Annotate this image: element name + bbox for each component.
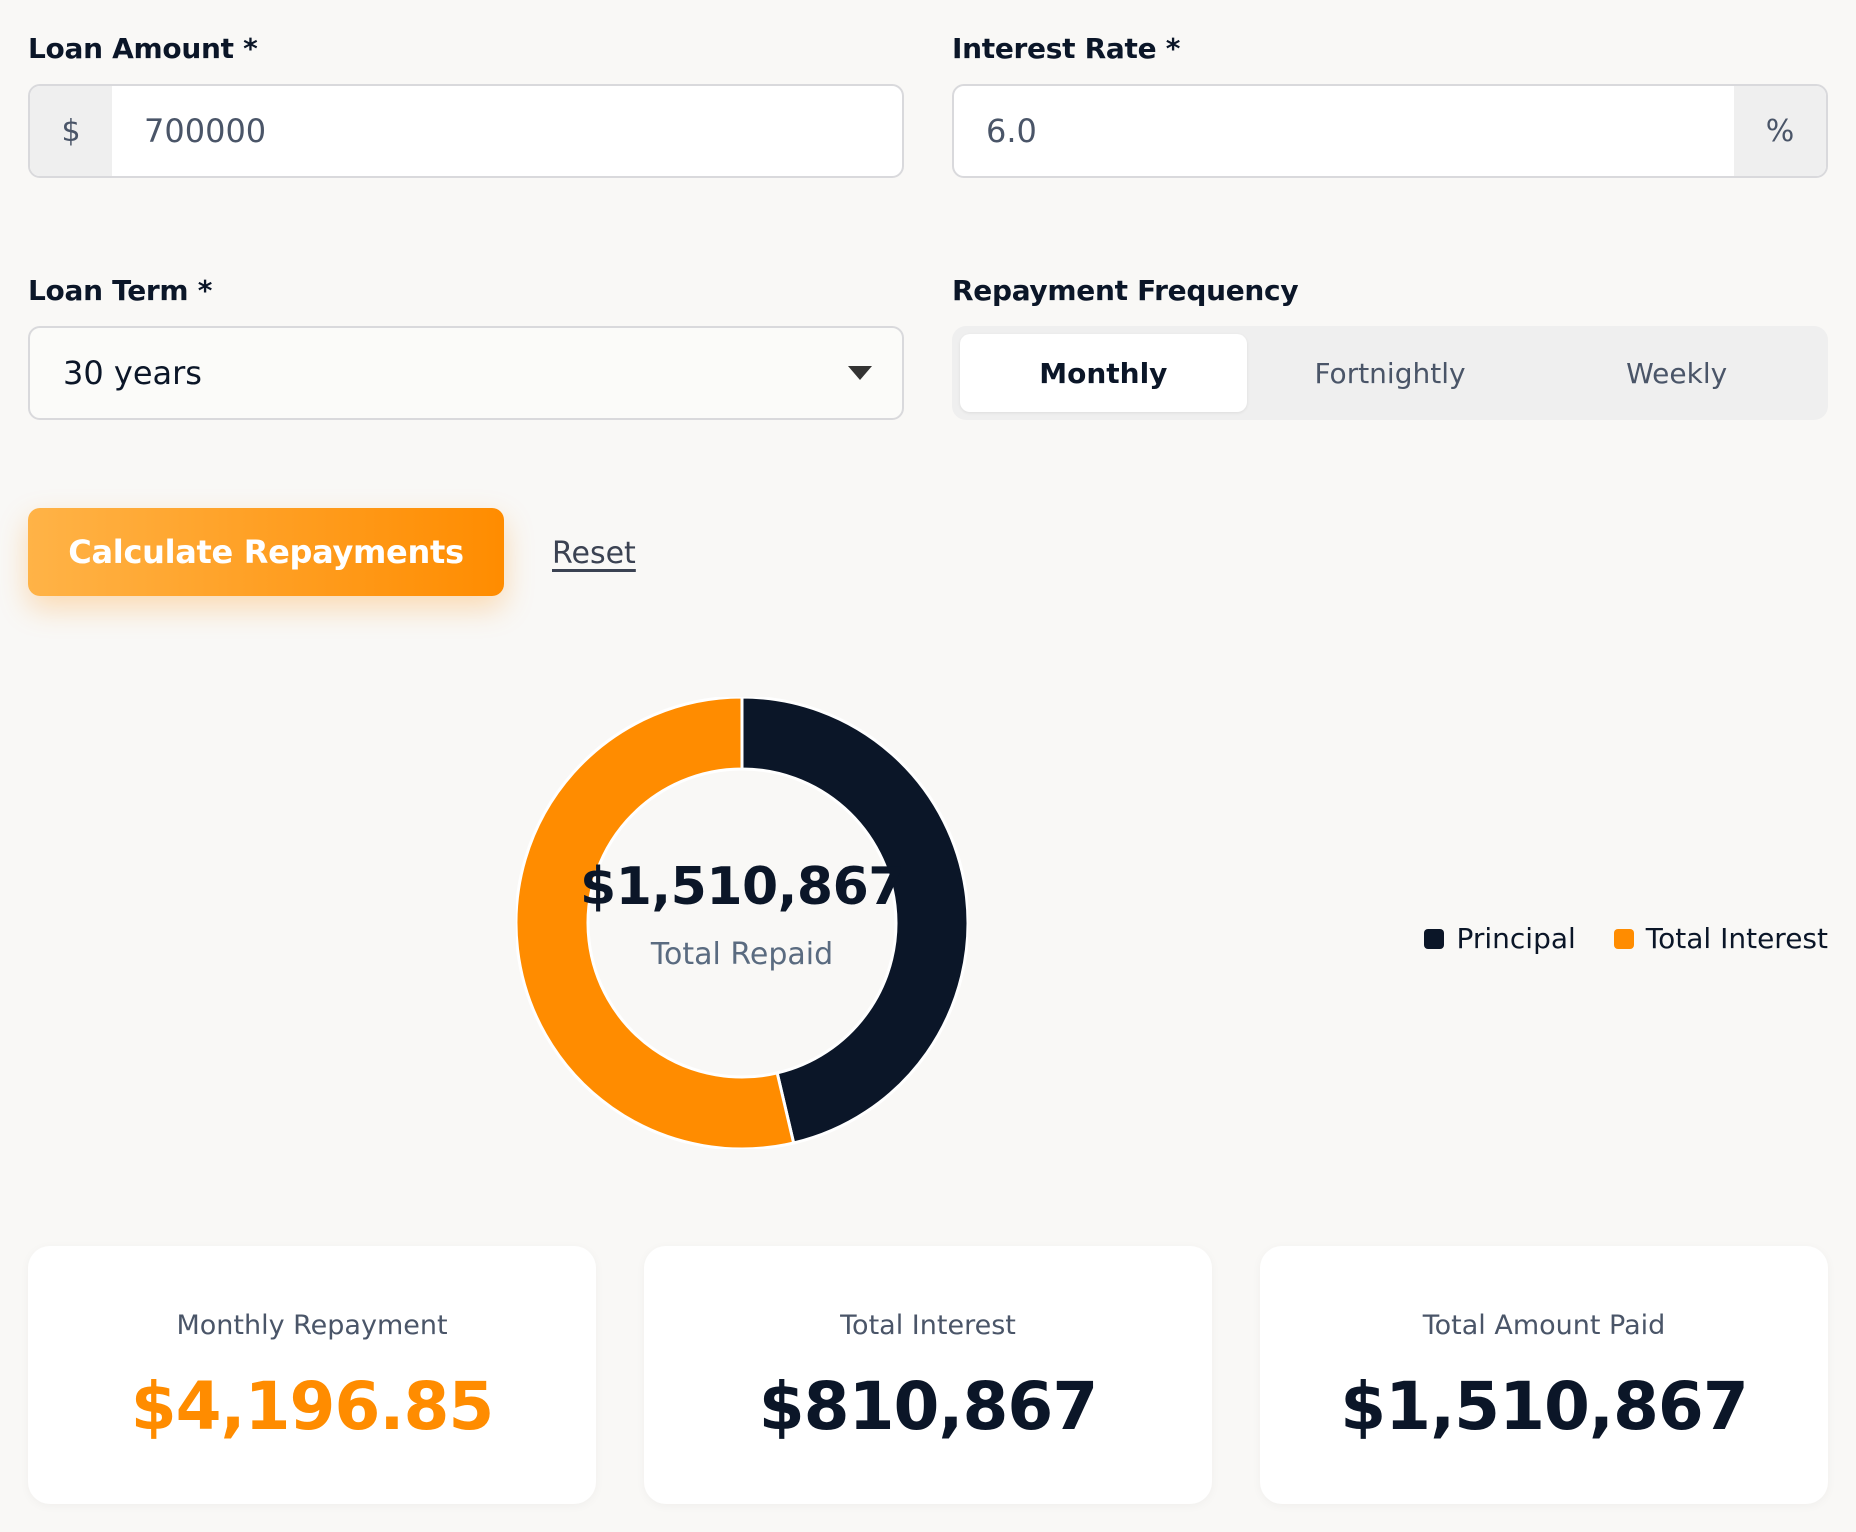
chart-legend: Principal Total Interest xyxy=(1386,922,1828,955)
total-interest-card: Total Interest $810,867 xyxy=(644,1246,1212,1504)
frequency-option-fortnightly[interactable]: Fortnightly xyxy=(1314,356,1466,390)
loan-amount-label: Loan Amount * xyxy=(28,32,258,65)
total-amount-paid-value: $1,510,867 xyxy=(1340,1368,1749,1445)
donut-svg xyxy=(514,695,970,1151)
total-interest-value: $810,867 xyxy=(758,1368,1099,1445)
calculate-repayments-button[interactable]: Calculate Repayments xyxy=(28,508,504,596)
repayment-frequency-label: Repayment Frequency xyxy=(952,274,1299,307)
donut-center-label: Total Repaid xyxy=(650,937,834,972)
frequency-toggle: Monthly Fortnightly Weekly xyxy=(952,326,1828,420)
repayment-donut-chart: $1,510,867 Total Repaid xyxy=(514,695,970,1151)
monthly-repayment-label: Monthly Repayment xyxy=(176,1310,448,1341)
legend-label-principal: Principal xyxy=(1456,922,1576,955)
principal-swatch xyxy=(1424,928,1445,949)
donut-slice-principal[interactable] xyxy=(740,695,970,1145)
total-amount-paid-label: Total Amount Paid xyxy=(1422,1310,1666,1341)
interest-rate-label: Interest Rate * xyxy=(952,32,1181,65)
total-amount-paid-card: Total Amount Paid $1,510,867 xyxy=(1260,1246,1828,1504)
total-interest-label: Total Interest xyxy=(840,1310,1016,1341)
interest-swatch xyxy=(1613,928,1634,949)
legend-item-principal[interactable]: Principal xyxy=(1424,922,1576,955)
percent-suffix: % xyxy=(1734,86,1826,176)
frequency-option-weekly[interactable]: Weekly xyxy=(1626,356,1728,390)
interest-rate-field[interactable]: 6.0 % xyxy=(952,84,1828,178)
legend-item-total-interest[interactable]: Total Interest xyxy=(1613,922,1828,955)
reset-link[interactable]: Reset xyxy=(552,536,636,571)
frequency-option-monthly[interactable]: Monthly xyxy=(960,334,1247,412)
chevron-down-icon[interactable] xyxy=(848,366,872,380)
dollar-prefix: $ xyxy=(30,86,112,176)
donut-center-value: $1,510,867 xyxy=(580,857,904,917)
monthly-repayment-value: $4,196.85 xyxy=(130,1368,495,1445)
monthly-repayment-card: Monthly Repayment $4,196.85 xyxy=(28,1246,596,1504)
loan-term-value: 30 years xyxy=(63,354,202,392)
loan-term-select[interactable]: 30 years xyxy=(28,326,904,420)
loan-amount-input[interactable]: 700000 xyxy=(144,112,267,150)
loan-term-label: Loan Term * xyxy=(28,274,213,307)
loan-amount-field[interactable]: $ 700000 xyxy=(28,84,904,178)
donut-slice-total-interest[interactable] xyxy=(514,695,796,1151)
interest-rate-input[interactable]: 6.0 xyxy=(986,112,1037,150)
legend-label-total-interest: Total Interest xyxy=(1645,922,1828,955)
